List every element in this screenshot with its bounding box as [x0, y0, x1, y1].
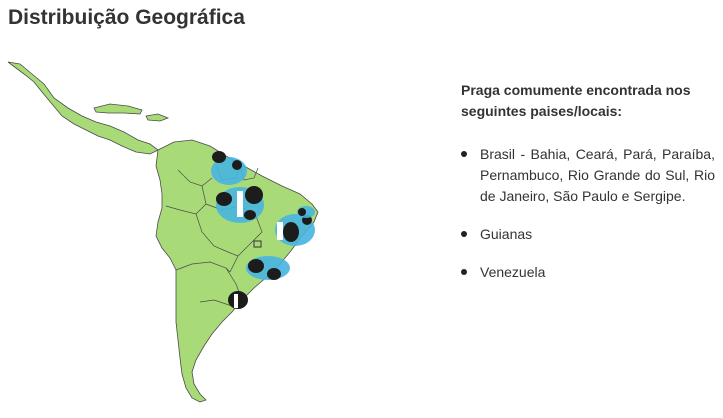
map-svg — [7, 61, 319, 403]
distribution-info: Praga comumente encontrada nos seguintes… — [461, 80, 715, 300]
list-item: Venezuela — [461, 262, 715, 283]
location-text: Brasil - Bahia, Ceará, Pará, Paraíba, Pe… — [480, 146, 715, 204]
locations-list: Brasil - Bahia, Ceará, Pará, Paraíba, Pe… — [461, 144, 715, 283]
bullet-icon — [461, 151, 467, 157]
bullet-icon — [461, 231, 467, 237]
caribbean-island-cuba — [93, 103, 143, 115]
caribbean-island-hispaniola — [145, 113, 170, 122]
list-item: Brasil - Bahia, Ceará, Pará, Paraíba, Pe… — [461, 144, 715, 207]
pest-occurrence-marker-icon — [211, 151, 247, 185]
bullet-icon — [461, 269, 467, 275]
pest-occurrence-marker-icon — [228, 291, 248, 309]
pest-occurrence-marker-icon — [246, 256, 290, 280]
map-small-square — [253, 240, 262, 248]
pest-occurrence-marker-icon — [297, 206, 315, 218]
page-title: Distribuição Geográfica — [8, 6, 245, 29]
south-america-land — [155, 139, 319, 403]
list-item: Guianas — [461, 224, 715, 245]
pest-occurrence-marker-icon — [216, 186, 264, 223]
location-text: Guianas — [480, 226, 533, 242]
central-america-land — [7, 61, 159, 155]
info-heading: Praga comumente encontrada nos seguintes… — [461, 82, 691, 119]
south-america-map — [0, 52, 440, 418]
occurrence-hotspots — [211, 151, 315, 309]
location-text: Venezuela — [480, 264, 546, 280]
pest-occurrence-marker-icon — [275, 214, 315, 246]
